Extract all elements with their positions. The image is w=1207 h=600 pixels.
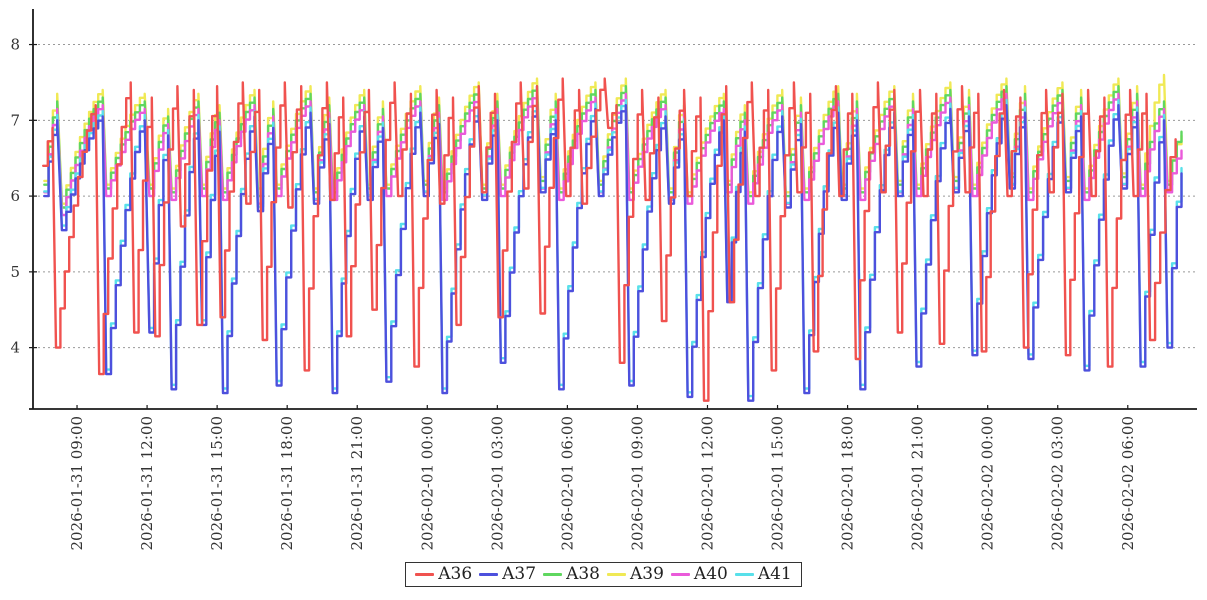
legend-label-a39: A39 [630,564,664,584]
legend-swatch-a39 [607,573,626,576]
legend-label-a41: A41 [757,564,792,584]
legend-item-a40: A40 [670,564,728,584]
legend-swatch-a41 [734,573,754,576]
x-tick-label: 2026-01-31 18:00 [278,416,296,550]
x-tick-label: 2026-01-31 21:00 [348,416,366,550]
x-tick-label: 2026-02-01 00:00 [418,416,436,550]
x-tick-label: 2026-02-02 03:00 [1049,416,1067,550]
x-tick-label: 2026-02-01 21:00 [909,416,927,550]
x-tick-label: 2026-01-31 15:00 [208,416,226,550]
series-A36-line [42,77,1177,402]
x-tick-label: 2026-02-01 12:00 [698,416,716,550]
x-tick-label: 2026-01-31 09:00 [68,416,86,550]
y-tick-label: 5 [10,263,20,281]
series-A37-line [43,104,1183,402]
x-tick-label: 2026-02-01 15:00 [769,416,787,550]
legend-label-a40: A40 [693,564,728,584]
y-tick-label: 8 [10,36,20,54]
y-tick-label: 7 [10,111,20,129]
legend-item-a37: A37 [479,566,536,583]
x-tick-label: 2026-02-01 03:00 [488,416,506,550]
legend-swatch-a37 [479,573,499,576]
legend-label-a37: A37 [502,564,537,584]
x-tick-label: 2026-02-02 00:00 [979,416,997,550]
legend-item-a41: A41 [734,564,792,584]
x-tick-label: 2026-02-01 06:00 [558,416,576,550]
legend-wrap: A36 A37 A38 A39 A40 A41 [0,562,1207,587]
legend-item-a39: A39 [607,566,664,583]
legend-swatch-a38 [543,573,563,576]
legend-swatch-a40 [670,573,690,576]
legend-item-a36: A36 [415,566,472,583]
legend-label-a36: A36 [438,564,473,584]
legend-item-a38: A38 [543,566,600,583]
x-tick-label: 2026-02-02 06:00 [1119,416,1137,550]
x-tick-label: 2026-01-31 12:00 [138,416,156,550]
legend-swatch-a36 [415,573,435,576]
y-tick-label: 4 [10,339,20,357]
x-tick-label: 2026-02-01 09:00 [628,416,646,550]
legend-label-a38: A38 [566,564,600,584]
y-tick-label: 6 [10,187,20,205]
legend: A36 A37 A38 A39 A40 A41 [405,562,802,587]
x-tick-label: 2026-02-01 18:00 [839,416,857,550]
